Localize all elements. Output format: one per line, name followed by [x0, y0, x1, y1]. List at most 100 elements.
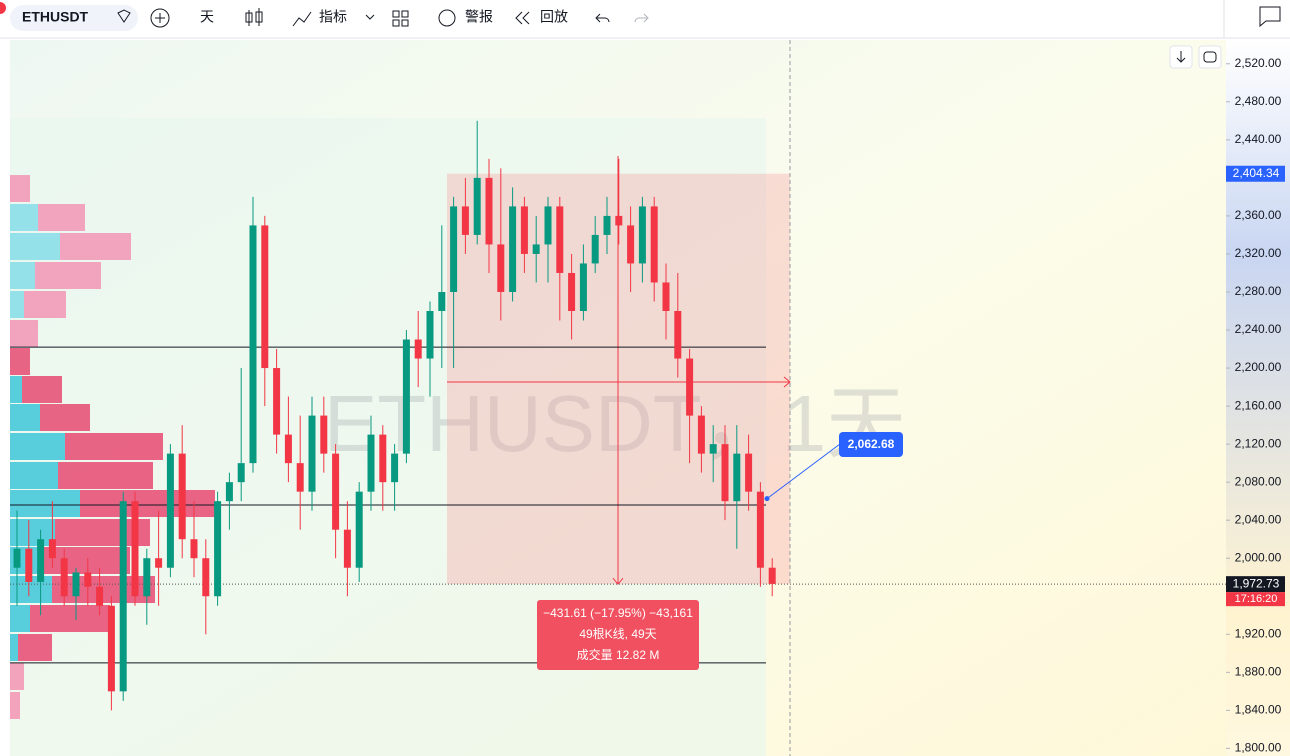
candle-body — [568, 272, 576, 311]
candle-body — [509, 206, 517, 292]
redo-icon[interactable] — [634, 13, 649, 23]
candle-body — [544, 206, 552, 245]
undo-icon[interactable] — [595, 13, 610, 23]
candle-body — [202, 558, 210, 597]
candle-body — [190, 539, 198, 559]
indicators[interactable]: 指标 — [319, 9, 347, 25]
candle-body — [721, 444, 729, 502]
candle-body — [697, 415, 705, 454]
candle-body — [72, 572, 80, 597]
candle-body — [355, 491, 363, 568]
candle-body — [532, 244, 540, 254]
candle-body — [733, 453, 741, 502]
alert-icon — [438, 9, 456, 27]
symbol[interactable]: ETHUSDT — [22, 9, 89, 25]
y-tick-label: 2,280.00 — [1235, 284, 1282, 298]
dot — [0, 2, 6, 14]
measure-text: 49根K线, 49天 — [579, 627, 656, 641]
candle-body — [756, 491, 764, 568]
candle-body — [638, 206, 646, 264]
interval[interactable]: 天 — [200, 9, 214, 25]
candle-body — [674, 310, 682, 359]
countdown: 17:16:20 — [1235, 593, 1278, 605]
candle-body — [131, 501, 139, 597]
candle-body — [284, 434, 292, 464]
candle-body — [296, 463, 304, 492]
reset-button[interactable] — [1198, 45, 1222, 69]
candle-body — [709, 444, 717, 454]
measure-arrow — [612, 577, 624, 585]
note-anchor — [764, 496, 770, 502]
y-tick-label: 2,040.00 — [1235, 512, 1282, 526]
y-tick-label: 2,440.00 — [1235, 132, 1282, 146]
icon — [117, 9, 131, 23]
candle-body — [214, 501, 222, 597]
candle-body — [143, 558, 151, 597]
note-box — [839, 432, 903, 457]
range-high-tag — [1226, 165, 1285, 182]
candle-body — [367, 434, 375, 492]
candle-body — [391, 453, 399, 483]
candle-body — [13, 548, 21, 568]
layout-icon[interactable] — [392, 10, 409, 27]
candle-body — [426, 310, 434, 359]
candle-body — [461, 206, 469, 235]
y-tick-label: 2,000.00 — [1235, 550, 1282, 564]
candle-body — [320, 415, 328, 454]
candle-body — [438, 291, 446, 311]
y-tick-label: 1,800.00 — [1235, 741, 1282, 755]
candle-body — [497, 244, 505, 292]
candle-body — [615, 215, 623, 226]
candle-body — [768, 567, 776, 584]
candle-body — [249, 225, 257, 464]
candle-body — [332, 453, 340, 530]
countdown-tag — [1226, 592, 1285, 607]
measure-label-box — [537, 600, 699, 670]
measure-text: −431.61 (−17.95%) −43,161 — [543, 606, 693, 620]
candle-body — [273, 368, 281, 435]
candle-icon[interactable] — [245, 8, 263, 26]
candle-body — [178, 453, 186, 540]
symbol-box[interactable] — [10, 5, 138, 31]
candle-body — [166, 453, 174, 568]
y-tick-label: 2,360.00 — [1235, 208, 1282, 222]
note-label: 2,062.68 — [848, 437, 895, 451]
icon — [1203, 51, 1217, 63]
ind-icon — [292, 11, 312, 27]
candle-body — [25, 548, 33, 582]
candle-body — [603, 215, 611, 235]
measure-arrow — [783, 376, 791, 388]
y-tick-label: 2,480.00 — [1235, 94, 1282, 108]
chat-icon[interactable] — [1259, 6, 1281, 28]
candle-body — [473, 177, 481, 235]
replay[interactable]: 回放 — [540, 9, 568, 25]
y-tick-label: 2,080.00 — [1235, 474, 1282, 488]
y-tick-label: 1,920.00 — [1235, 626, 1282, 640]
candle-body — [662, 282, 670, 311]
add-icon[interactable] — [150, 8, 170, 28]
last-price-tag — [1226, 576, 1285, 593]
candle-body — [579, 263, 587, 311]
candle-body — [591, 234, 599, 264]
candle-body — [119, 501, 127, 692]
candle-body — [96, 586, 104, 606]
candle-body — [308, 415, 316, 492]
y-tick-label: 1,840.00 — [1235, 703, 1282, 717]
range-high-label: 2,404.34 — [1233, 166, 1280, 180]
candle-body — [414, 339, 422, 359]
note-line — [766, 443, 841, 500]
candle-body — [237, 463, 245, 483]
y-tick-label: 2,520.00 — [1235, 56, 1282, 70]
y-tick-label: 2,320.00 — [1235, 246, 1282, 260]
y-tick-label: 2,240.00 — [1235, 322, 1282, 336]
y-tick-label: 2,120.00 — [1235, 436, 1282, 450]
price-axis-bg — [1226, 40, 1290, 756]
candle-body — [155, 558, 163, 568]
candle-body — [379, 434, 387, 483]
alerts[interactable]: 警报 — [465, 9, 493, 25]
candle-body — [686, 358, 694, 416]
candle-body — [627, 225, 635, 264]
candle-body — [450, 206, 458, 292]
volume-profile — [10, 175, 215, 719]
